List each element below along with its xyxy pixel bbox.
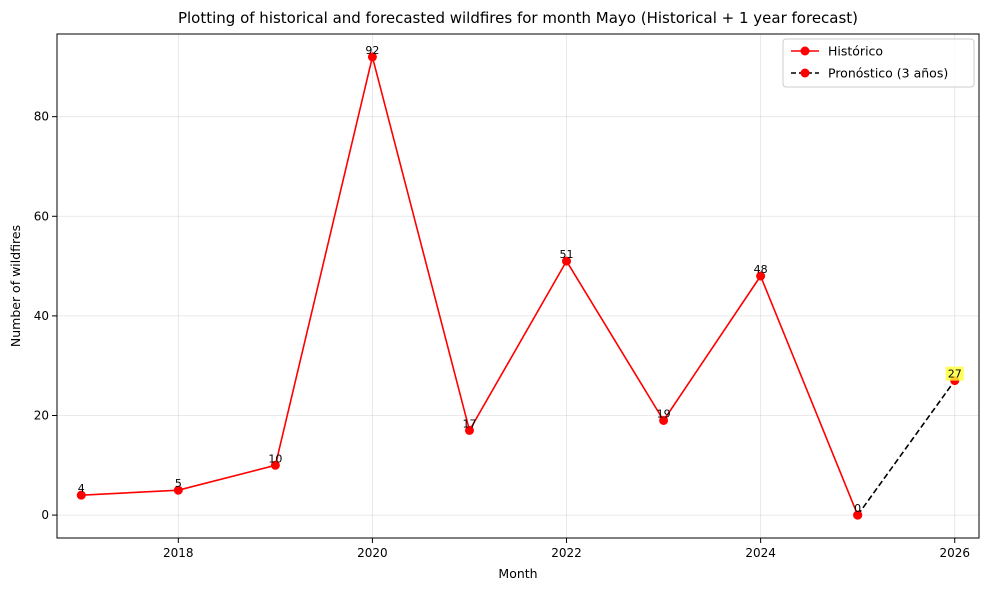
x-tick-label: 2020 — [357, 546, 388, 560]
data-label: 27 — [948, 368, 962, 381]
data-label: 19 — [657, 407, 671, 420]
x-tick-label: 2022 — [551, 546, 582, 560]
data-label-highlight — [945, 366, 964, 381]
x-tick-label: 2026 — [939, 546, 970, 560]
data-label: 10 — [268, 452, 282, 465]
data-label: 17 — [462, 417, 476, 430]
legend-box — [782, 38, 975, 88]
data-point — [173, 485, 183, 495]
y-tick-label: 60 — [34, 209, 49, 223]
x-tick-label: 2018 — [163, 546, 194, 560]
data-point — [756, 271, 766, 281]
y-tick-label: 0 — [41, 508, 49, 522]
legend-marker — [800, 68, 810, 78]
legend-entry: Histórico — [828, 44, 883, 59]
data-point — [76, 490, 86, 500]
data-label: 0 — [854, 502, 861, 515]
data-point — [562, 256, 572, 266]
data-label: 48 — [754, 263, 768, 276]
data-label: 92 — [365, 44, 379, 57]
plot-area — [56, 33, 980, 539]
data-point — [270, 460, 280, 470]
x-axis-label: Month — [498, 566, 537, 581]
data-point — [464, 425, 474, 435]
data-label: 4 — [78, 482, 85, 495]
series-line-0 — [81, 56, 859, 516]
series-layer — [76, 52, 960, 520]
data-labels: 4 5 10 92 17 51 19 48 0 27 — [78, 44, 964, 515]
x-tick-label: 2024 — [745, 546, 776, 560]
data-point — [659, 415, 669, 425]
chart-title: Plotting of historical and forecasted wi… — [178, 9, 858, 27]
grid-lines — [57, 34, 979, 538]
y-axis: 0 20 40 60 80 — [34, 110, 57, 522]
x-axis: 2018 2020 2022 2024 2026 — [163, 538, 970, 560]
y-tick-label: 20 — [34, 408, 49, 422]
data-label: 51 — [560, 248, 574, 261]
data-label: 5 — [175, 477, 182, 490]
legend: Histórico Pronóstico (3 años) — [782, 38, 975, 88]
data-point — [367, 52, 377, 62]
y-tick-label: 40 — [34, 309, 49, 323]
y-axis-label: Number of wildfires — [8, 225, 23, 347]
data-point — [853, 510, 863, 520]
legend-marker — [800, 46, 810, 56]
y-tick-label: 80 — [34, 110, 49, 124]
legend-entry: Pronóstico (3 años) — [828, 66, 948, 81]
series-line-1 — [857, 380, 956, 516]
